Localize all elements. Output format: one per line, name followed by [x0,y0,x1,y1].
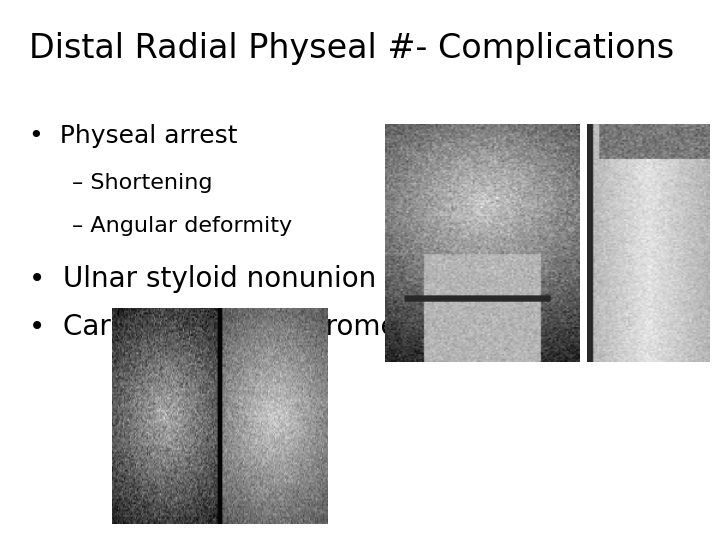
Text: – Angular deformity: – Angular deformity [72,216,292,236]
Text: – Shortening: – Shortening [72,173,212,193]
Text: •  Carpal tunnel syndrome: • Carpal tunnel syndrome [29,313,397,341]
Text: Distal Radial Physeal #- Complications: Distal Radial Physeal #- Complications [29,32,674,65]
Text: •  Ulnar styloid nonunion: • Ulnar styloid nonunion [29,265,376,293]
Text: •  Physeal arrest: • Physeal arrest [29,124,238,148]
